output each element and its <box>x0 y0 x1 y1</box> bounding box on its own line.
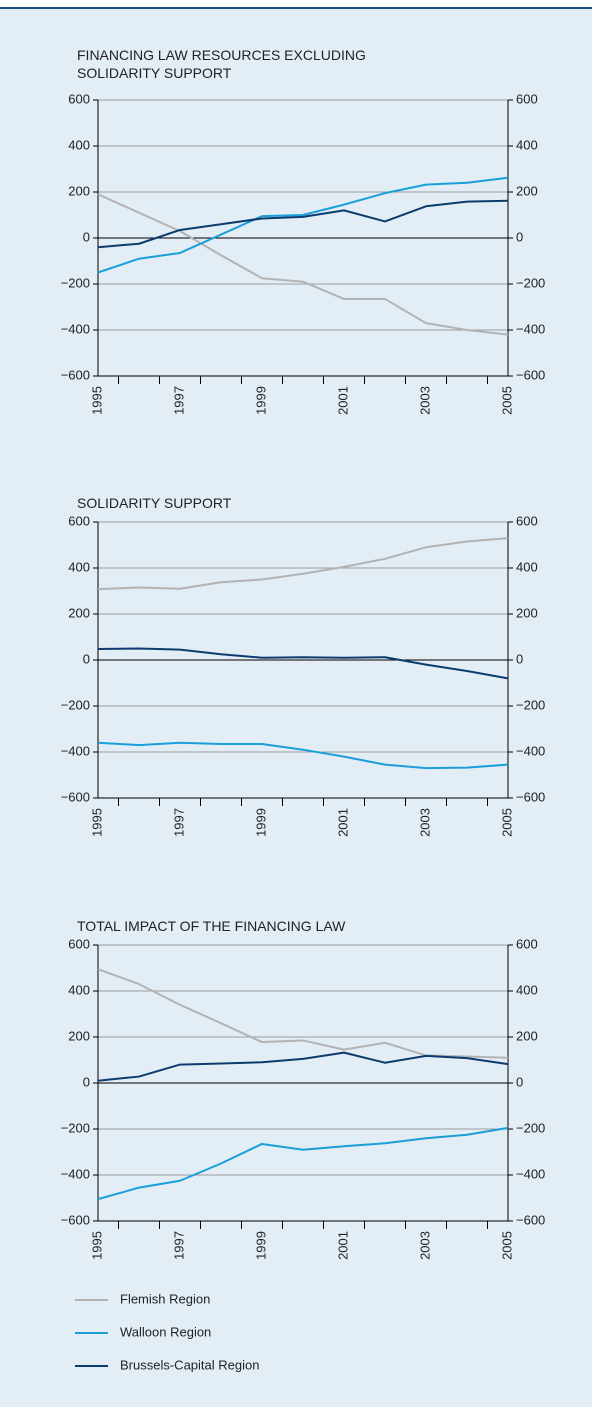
y-tick-label: −400 <box>61 1166 90 1181</box>
y-tick-label: 200 <box>68 183 90 198</box>
series-line <box>97 741 509 770</box>
x-tick-label: 1995 <box>89 386 104 415</box>
y-tick-label: 600 <box>68 91 90 106</box>
legend-label: Walloon Region <box>120 1324 211 1339</box>
y-tick-label: 400 <box>68 137 90 152</box>
y-tick-label: 200 <box>68 605 90 620</box>
y2-tick-label: 400 <box>516 137 538 152</box>
y2-tick-label: 600 <box>516 513 538 528</box>
x-tick-label: 2001 <box>335 808 350 837</box>
y-tick-label: 200 <box>68 1028 90 1043</box>
y2-tick-label: 200 <box>516 183 538 198</box>
series-line <box>97 647 509 680</box>
series-line <box>97 1051 509 1082</box>
y2-tick-label: 200 <box>516 605 538 620</box>
y-tick-label: 0 <box>83 229 90 244</box>
y-tick-label: −200 <box>61 697 90 712</box>
chart-title: SOLIDARITY SUPPORT <box>77 495 232 511</box>
y2-tick-label: 0 <box>516 1074 523 1089</box>
y-tick-label: −600 <box>61 1212 90 1227</box>
legend-label: Flemish Region <box>120 1291 210 1306</box>
x-tick-label: 1995 <box>89 1231 104 1260</box>
x-tick-label: 2005 <box>499 808 514 837</box>
y-tick-label: 0 <box>83 1074 90 1089</box>
y2-tick-label: −400 <box>516 1166 545 1181</box>
y2-tick-label: −200 <box>516 1120 545 1135</box>
x-tick-label: 1999 <box>253 386 268 415</box>
x-tick-label: 1995 <box>89 808 104 837</box>
y-tick-label: 600 <box>68 513 90 528</box>
y2-tick-label: −200 <box>516 275 545 290</box>
y2-tick-label: 600 <box>516 936 538 951</box>
y2-tick-label: 0 <box>516 229 523 244</box>
x-tick-label: 1999 <box>253 808 268 837</box>
y2-tick-label: −600 <box>516 789 545 804</box>
y-tick-label: −400 <box>61 321 90 336</box>
series-line <box>97 193 509 336</box>
y2-tick-label: −600 <box>516 367 545 382</box>
y-tick-label: −600 <box>61 789 90 804</box>
y2-tick-label: −600 <box>516 1212 545 1227</box>
x-tick-label: 2003 <box>417 808 432 837</box>
x-tick-label: 1997 <box>171 1231 186 1260</box>
x-tick-label: 1997 <box>171 808 186 837</box>
y-tick-label: −600 <box>61 367 90 382</box>
y-tick-label: −200 <box>61 275 90 290</box>
series-line <box>97 176 509 274</box>
panel-background <box>0 8 592 1407</box>
y-tick-label: 0 <box>83 651 90 666</box>
x-tick-label: 1997 <box>171 386 186 415</box>
y-tick-label: −200 <box>61 1120 90 1135</box>
x-tick-label: 2005 <box>499 386 514 415</box>
y-tick-label: 600 <box>68 936 90 951</box>
y2-tick-label: 600 <box>516 91 538 106</box>
y2-tick-label: 200 <box>516 1028 538 1043</box>
y2-tick-label: 400 <box>516 559 538 574</box>
x-tick-label: 2005 <box>499 1231 514 1260</box>
x-tick-label: 2003 <box>417 1231 432 1260</box>
chart-title: FINANCING LAW RESOURCES EXCLUDING SOLIDA… <box>77 47 366 81</box>
y2-tick-label: 400 <box>516 982 538 997</box>
legend-label: Brussels-Capital Region <box>120 1357 259 1372</box>
x-tick-label: 2003 <box>417 386 432 415</box>
y-tick-label: −400 <box>61 743 90 758</box>
x-tick-label: 2001 <box>335 1231 350 1260</box>
series-line <box>97 537 509 591</box>
series-line <box>97 1126 509 1201</box>
y-tick-label: 400 <box>68 982 90 997</box>
y-tick-label: 400 <box>68 559 90 574</box>
chart-title: TOTAL IMPACT OF THE FINANCING LAW <box>77 918 346 934</box>
y2-tick-label: 0 <box>516 651 523 666</box>
series-line <box>97 199 509 249</box>
y2-tick-label: −400 <box>516 743 545 758</box>
x-tick-label: 2001 <box>335 386 350 415</box>
y2-tick-label: −400 <box>516 321 545 336</box>
x-tick-label: 1999 <box>253 1231 268 1260</box>
y2-tick-label: −200 <box>516 697 545 712</box>
